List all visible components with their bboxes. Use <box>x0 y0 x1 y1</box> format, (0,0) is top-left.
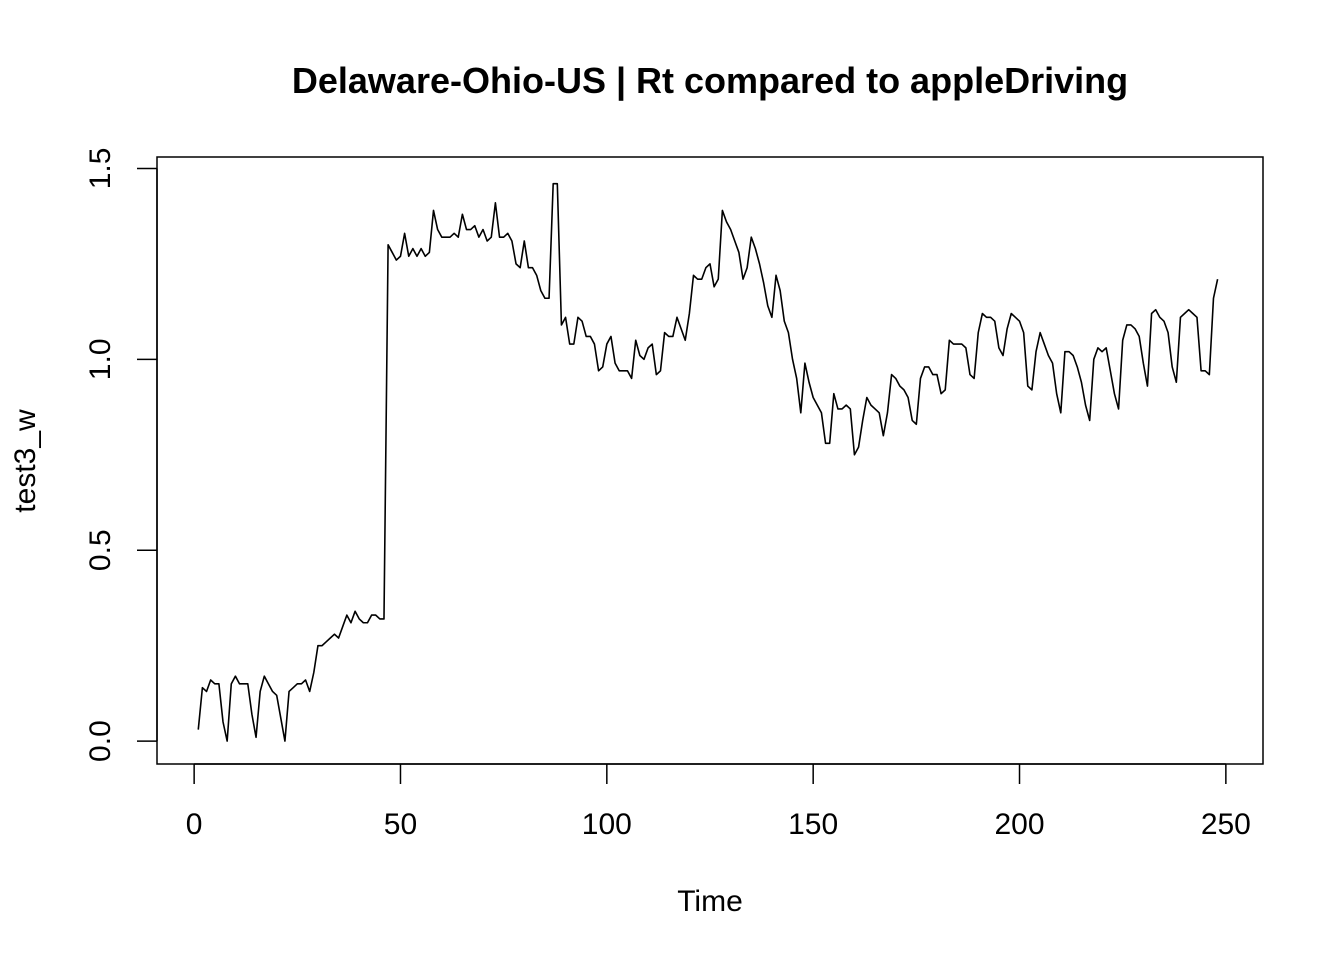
series-line <box>197 182 1219 742</box>
axes: 0 50 100 150 200 250 0.0 0.5 1.0 1.5 <box>84 148 1264 841</box>
plot-frame <box>156 156 1264 765</box>
x-tick-label: 0 <box>186 808 203 841</box>
series-layer <box>197 182 1219 742</box>
x-axis-label: Time <box>677 885 743 918</box>
x-tick-label: 100 <box>582 808 632 841</box>
y-tick-label: 0.0 <box>84 720 117 762</box>
x-tick-label: 200 <box>994 808 1044 841</box>
y-axis-label: test3_w <box>9 409 42 513</box>
x-tick-label: 250 <box>1201 808 1251 841</box>
x-tick-label: 150 <box>788 808 838 841</box>
y-tick-label: 1.5 <box>84 148 117 190</box>
chart-title: Delaware-Ohio-US | Rt compared to appleD… <box>292 60 1128 102</box>
y-tick-label: 1.0 <box>84 338 117 380</box>
x-tick-label: 50 <box>384 808 417 841</box>
y-tick-label: 0.5 <box>84 529 117 571</box>
